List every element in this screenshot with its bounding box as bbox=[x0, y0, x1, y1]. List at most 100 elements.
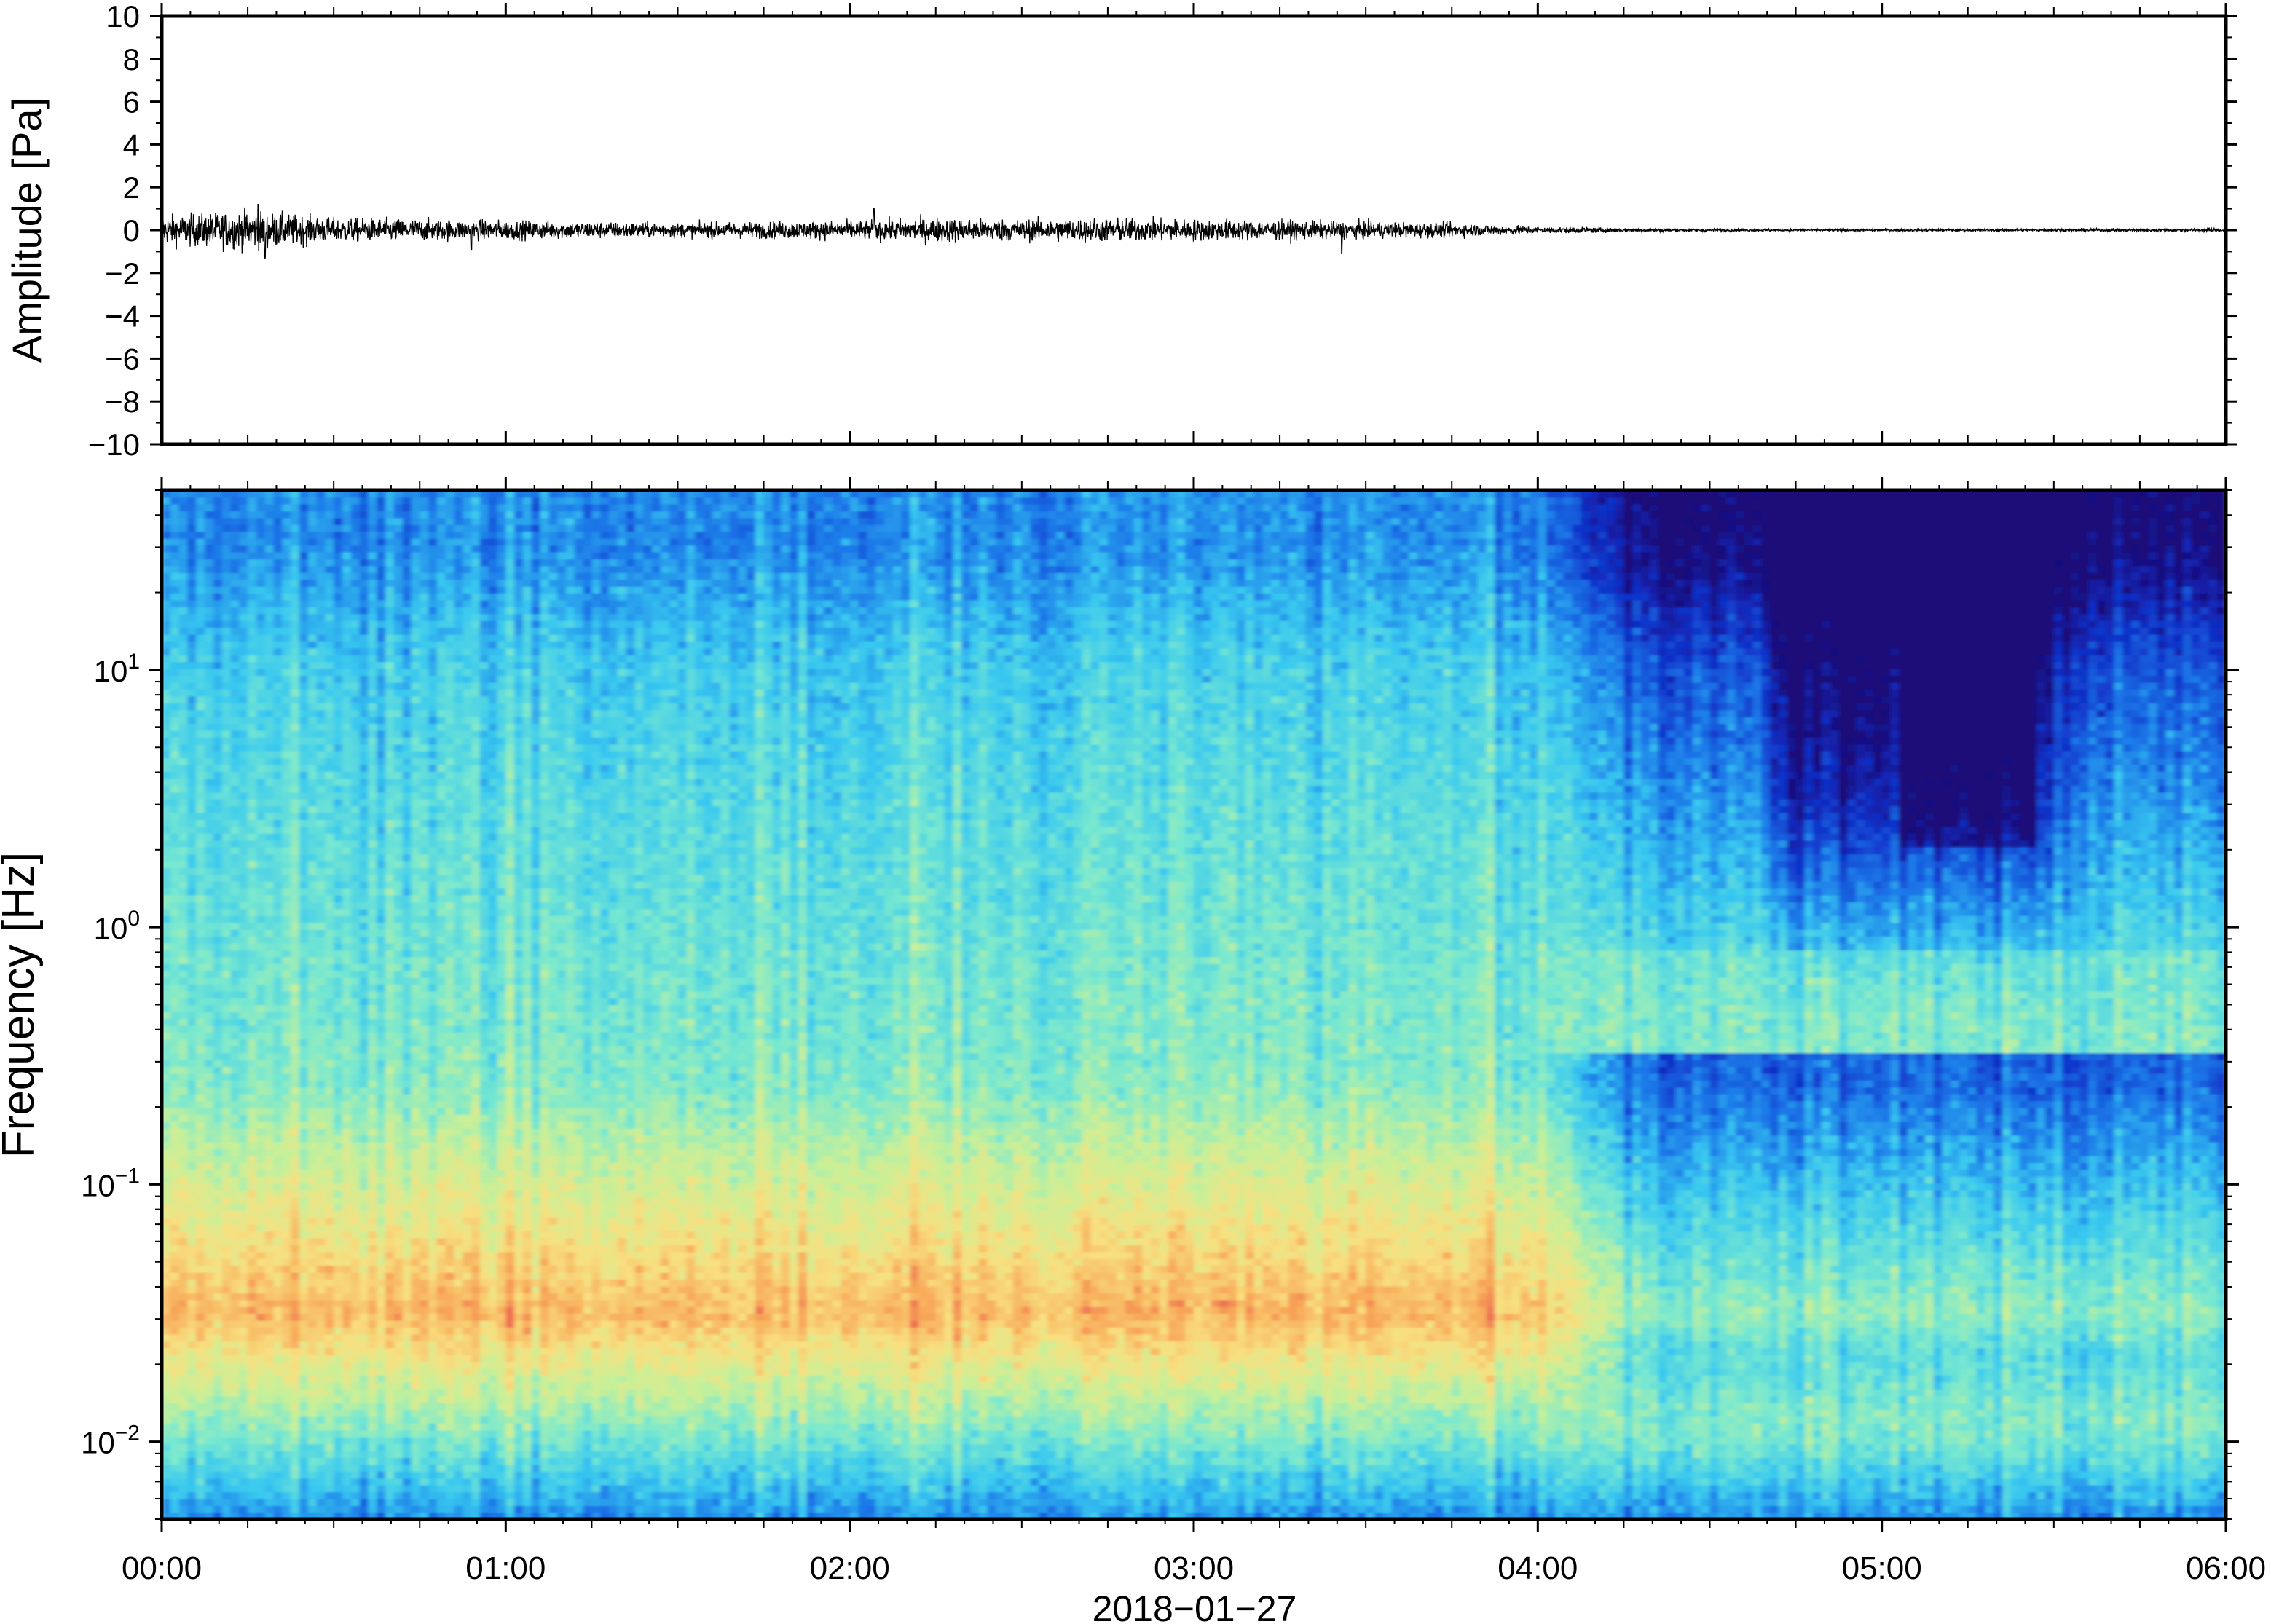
spectrogram-cell bbox=[256, 922, 266, 929]
spectrogram-cell bbox=[308, 538, 318, 545]
spectrogram-cell bbox=[170, 682, 180, 690]
spectrogram-cell bbox=[334, 888, 343, 895]
spectrogram-cell bbox=[291, 833, 300, 840]
spectrogram-cell bbox=[248, 1491, 257, 1499]
spectrogram-cell bbox=[299, 847, 309, 854]
spectrogram-cell bbox=[170, 1156, 180, 1163]
spectrogram-cell bbox=[291, 888, 300, 895]
spectrogram-cell bbox=[274, 1052, 283, 1060]
spectrogram-cell bbox=[205, 1265, 214, 1272]
spectrogram-cell bbox=[265, 641, 275, 648]
spectrogram-cell bbox=[274, 1320, 283, 1328]
waveform-ytick-label: −2 bbox=[105, 256, 140, 291]
spectrogram-cell bbox=[274, 1465, 283, 1472]
spectrogram-cell bbox=[222, 559, 232, 566]
spectrogram-cell bbox=[265, 1416, 275, 1424]
spectrogram-cell bbox=[239, 957, 248, 964]
spectrogram-cell bbox=[256, 607, 266, 614]
spectrogram-cell bbox=[265, 1005, 275, 1012]
spectrogram-cell bbox=[196, 847, 205, 854]
spectrogram-cell bbox=[205, 1087, 214, 1095]
spectrogram-cell bbox=[299, 1416, 309, 1424]
spectrogram-cell bbox=[170, 833, 180, 840]
spectrogram-cell bbox=[299, 1094, 309, 1101]
spectrogram-cell bbox=[291, 1505, 300, 1513]
spectrogram-cell bbox=[187, 1389, 197, 1396]
spectrogram-cell bbox=[256, 867, 266, 875]
spectrogram-cell bbox=[187, 1114, 197, 1122]
spectrogram-cell bbox=[205, 620, 214, 628]
spectrogram-cell bbox=[325, 655, 334, 662]
spectrogram-cell bbox=[308, 1197, 318, 1204]
spectrogram-cell bbox=[213, 648, 223, 655]
spectrogram-cell bbox=[256, 1499, 266, 1506]
spectrogram-cell bbox=[317, 902, 326, 909]
waveform-ytick-label: −4 bbox=[105, 299, 140, 334]
spectrogram-cell bbox=[213, 1423, 223, 1430]
spectrogram-cell bbox=[256, 1279, 266, 1286]
spectrogram-cell bbox=[265, 1012, 275, 1019]
spectrogram-cell bbox=[299, 1300, 309, 1307]
spectrogram-cell bbox=[299, 792, 309, 799]
spectrogram-cell bbox=[308, 970, 318, 977]
spectrogram-cell bbox=[230, 1306, 240, 1314]
spectrogram-cell bbox=[239, 1478, 248, 1485]
spectrogram-cell bbox=[291, 909, 300, 916]
spectrogram-cell bbox=[256, 799, 266, 806]
spectrogram-cell bbox=[308, 1423, 318, 1430]
spectrogram-cell bbox=[299, 1382, 309, 1390]
spectrogram-cell bbox=[299, 1478, 309, 1485]
spectrogram-cell bbox=[187, 779, 197, 786]
spectrogram-cell bbox=[205, 717, 214, 724]
spectrogram-cell bbox=[179, 1327, 189, 1334]
spectrogram-cell bbox=[282, 662, 291, 669]
spectrogram-cell bbox=[334, 1052, 343, 1060]
spectrogram-cell bbox=[317, 970, 326, 977]
spectrogram-cell bbox=[222, 1272, 232, 1280]
spectrogram-cell bbox=[256, 1073, 266, 1081]
spectrogram-cell bbox=[170, 1012, 180, 1019]
spectrogram-cell bbox=[282, 648, 291, 655]
spectrogram-cell bbox=[291, 518, 300, 525]
spectrogram-cell bbox=[205, 648, 214, 655]
spectrogram-cell bbox=[342, 1465, 352, 1472]
spectrogram-cell bbox=[282, 915, 291, 923]
spectrogram-cell bbox=[256, 950, 266, 957]
spectrogram-cell bbox=[282, 1437, 291, 1444]
spectrogram-cell bbox=[248, 1046, 257, 1053]
spectrogram-cell bbox=[230, 998, 240, 1005]
spectrogram-cell bbox=[299, 1491, 309, 1499]
spectrogram-cell bbox=[282, 1403, 291, 1410]
spectrogram-cell bbox=[308, 744, 318, 752]
spectrogram-cell bbox=[291, 1375, 300, 1382]
spectrogram-cell bbox=[274, 730, 283, 738]
spectrogram-cell bbox=[205, 757, 214, 765]
spectrogram-cell bbox=[196, 518, 205, 525]
spectrogram-cell bbox=[299, 607, 309, 614]
spectrogram-cell bbox=[187, 1162, 197, 1170]
spectrogram-cell bbox=[230, 1114, 240, 1122]
spectrogram-cell bbox=[317, 854, 326, 861]
spectrogram-cell bbox=[196, 840, 205, 847]
spectrogram-cell bbox=[308, 1355, 318, 1362]
spectrogram-cell bbox=[222, 1478, 232, 1485]
spectrogram-cell bbox=[179, 662, 189, 669]
spectrogram-cell bbox=[170, 765, 180, 772]
spectrogram-cell bbox=[230, 1094, 240, 1101]
spectrogram-cell bbox=[308, 675, 318, 682]
spectrogram-cell bbox=[282, 559, 291, 566]
spectrogram-cell bbox=[274, 538, 283, 545]
spectrogram-cell bbox=[179, 1224, 189, 1231]
spectrogram-cell bbox=[187, 963, 197, 971]
spectrogram-cell bbox=[179, 1100, 189, 1108]
spectrogram-cell bbox=[213, 1368, 223, 1376]
spectrogram-cell bbox=[282, 929, 291, 937]
spectrogram-cell bbox=[291, 538, 300, 545]
spectrogram-cell bbox=[196, 1416, 205, 1424]
spectrogram-cell bbox=[265, 1204, 275, 1211]
spectrogram-cell bbox=[230, 538, 240, 545]
spectrogram-cell bbox=[230, 1348, 240, 1355]
spectrogram-cell bbox=[230, 545, 240, 552]
spectrogram-cell bbox=[299, 1012, 309, 1019]
spectrogram-cell bbox=[256, 1293, 266, 1300]
